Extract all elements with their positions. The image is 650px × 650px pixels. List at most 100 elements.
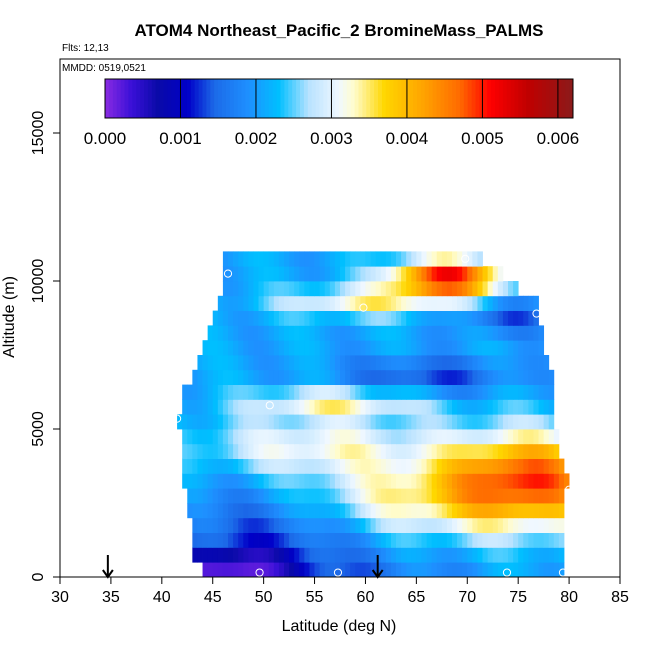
heatmap-cell: [345, 266, 351, 282]
heatmap-cell: [304, 325, 310, 341]
heatmap-cell: [390, 503, 397, 519]
heatmap-cell: [518, 295, 524, 311]
heatmap-cell: [217, 355, 224, 371]
heatmap-cell: [396, 429, 402, 445]
heatmap-cell: [477, 325, 483, 341]
heatmap-cell: [370, 369, 377, 385]
heatmap-cell: [401, 384, 407, 400]
heatmap-cell: [385, 310, 392, 326]
heatmap-cell: [482, 266, 489, 282]
colorbar-segment: [167, 79, 172, 118]
heatmap-cell: [324, 340, 331, 356]
heatmap-cell: [558, 503, 565, 519]
heatmap-cell: [355, 384, 361, 400]
heatmap-cell: [533, 429, 539, 445]
heatmap-cell: [396, 414, 402, 430]
heatmap-cell: [426, 281, 433, 297]
heatmap-cell: [390, 532, 397, 548]
heatmap-cell: [360, 325, 366, 341]
heatmap-cell: [294, 488, 300, 504]
heatmap-cell: [350, 355, 356, 371]
heatmap-cell: [248, 384, 254, 400]
heatmap-cell: [375, 340, 382, 356]
heatmap-cell: [228, 355, 234, 371]
heatmap-cell: [289, 355, 295, 371]
heatmap-cell: [324, 562, 331, 578]
heatmap-cell: [502, 355, 509, 371]
heatmap-cell: [324, 310, 331, 326]
heatmap-cell: [258, 473, 265, 489]
heatmap-cell: [487, 503, 494, 519]
heatmap-cell: [528, 414, 534, 430]
heatmap-cell: [340, 369, 346, 385]
heatmap-cell: [452, 340, 458, 356]
colorbar-segment: [323, 79, 328, 118]
heatmap-cell: [431, 562, 438, 578]
colorbar-segment: [335, 79, 340, 118]
heatmap-cell: [446, 251, 453, 267]
heatmap-cell: [355, 325, 361, 341]
heatmap-cell: [324, 488, 331, 504]
heatmap-cell: [370, 429, 377, 445]
heatmap-cell: [314, 473, 321, 489]
heatmap-cell: [278, 562, 285, 578]
heatmap-cell: [355, 340, 361, 356]
heatmap-cell: [345, 458, 351, 474]
heatmap-cell: [228, 251, 234, 267]
colorbar-segment: [229, 79, 235, 118]
heatmap-cell: [350, 547, 356, 563]
heatmap-cell: [228, 562, 234, 578]
heatmap-cell: [324, 251, 331, 267]
heatmap-cell: [284, 295, 290, 311]
heatmap-cell: [436, 399, 443, 415]
heatmap-cell: [482, 355, 489, 371]
heatmap-cell: [492, 369, 499, 385]
colorbar-segment: [120, 79, 125, 118]
heatmap-cell: [217, 458, 224, 474]
heatmap-cell: [299, 266, 305, 282]
heatmap-cell: [385, 517, 392, 533]
heatmap-cell: [375, 503, 382, 519]
heatmap-cell: [533, 295, 539, 311]
heatmap-cell: [548, 443, 555, 459]
heatmap-cell: [192, 517, 198, 533]
heatmap-cell: [543, 473, 550, 489]
heatmap-cell: [345, 251, 351, 267]
heatmap-cell: [487, 488, 494, 504]
colorbar-segment: [378, 79, 383, 118]
heatmap-cell: [477, 443, 483, 459]
heatmap-cell: [273, 384, 280, 400]
heatmap-cell: [472, 547, 478, 563]
colorbar-segment: [561, 79, 566, 118]
colorbar-segment: [393, 79, 398, 118]
colorbar-segment: [233, 79, 238, 118]
heatmap-cell: [477, 532, 483, 548]
heatmap-cell: [508, 547, 514, 563]
heatmap-cell: [202, 340, 209, 356]
heatmap-cell: [411, 414, 417, 430]
heatmap-cell: [299, 310, 305, 326]
heatmap-cell: [309, 429, 315, 445]
colorbar-segment: [381, 79, 387, 118]
heatmap-cell: [309, 443, 315, 459]
heatmap-cell: [502, 310, 509, 326]
heatmap-cell: [436, 310, 443, 326]
y-tick-label: 10000: [30, 259, 47, 304]
heatmap-cell: [248, 369, 254, 385]
heatmap-cell: [416, 281, 422, 297]
heatmap-cell: [329, 369, 336, 385]
heatmap-cell: [523, 384, 529, 400]
heatmap-cell: [294, 266, 300, 282]
heatmap-cell: [350, 429, 356, 445]
heatmap-cell: [345, 503, 351, 519]
heatmap-cell: [487, 473, 494, 489]
heatmap-cell: [462, 266, 468, 282]
heatmap-cell: [543, 414, 550, 430]
heatmap-cell: [385, 355, 392, 371]
x-tick-label: 30: [51, 589, 69, 606]
heatmap-cell: [385, 369, 392, 385]
heatmap-cell: [492, 295, 499, 311]
heatmap-cell: [497, 517, 504, 533]
heatmap-cell: [528, 399, 534, 415]
